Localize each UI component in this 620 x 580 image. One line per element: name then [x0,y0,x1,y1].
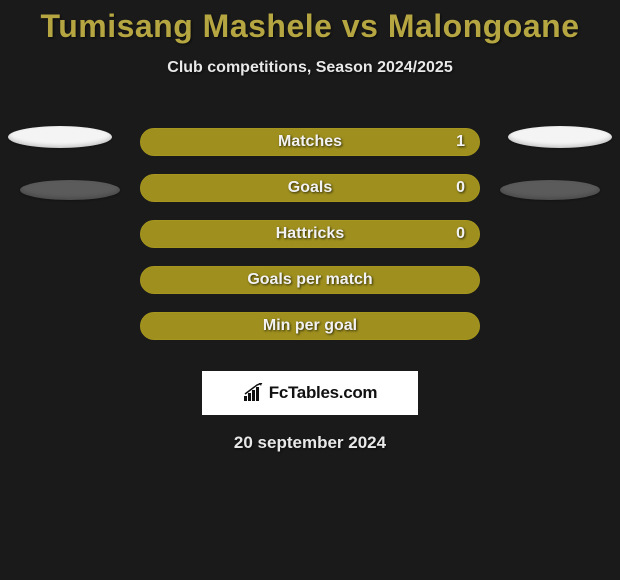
stat-value: 0 [456,179,465,197]
stat-bar-hattricks: Hattricks 0 [140,220,480,248]
stat-label: Matches [278,133,342,151]
stat-row: Hattricks 0 [0,211,620,257]
stat-value: 0 [456,225,465,243]
logo-box: FcTables.com [202,371,418,415]
chart-icon [243,383,265,403]
stat-row: Goals per match [0,257,620,303]
stat-label: Min per goal [263,317,357,335]
page-title: Tumisang Mashele vs Malongoane [0,0,620,45]
stat-value: 1 [456,133,465,151]
logo-text: FcTables.com [269,383,378,403]
stat-bar-min-per-goal: Min per goal [140,312,480,340]
stat-bar-matches: Matches 1 [140,128,480,156]
stat-row: Matches 1 [0,119,620,165]
stat-bar-goals-per-match: Goals per match [140,266,480,294]
stats-block: Matches 1 Goals 0 Hattricks 0 Goals per … [0,119,620,349]
stat-bar-goals: Goals 0 [140,174,480,202]
stat-label: Goals [288,179,332,197]
stat-label: Goals per match [247,271,372,289]
subtitle: Club competitions, Season 2024/2025 [0,59,620,77]
stat-row: Min per goal [0,303,620,349]
stat-label: Hattricks [276,225,344,243]
stat-row: Goals 0 [0,165,620,211]
date-text: 20 september 2024 [0,433,620,453]
